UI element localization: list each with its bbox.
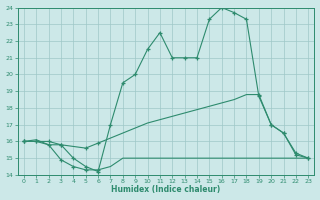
X-axis label: Humidex (Indice chaleur): Humidex (Indice chaleur): [111, 185, 221, 194]
